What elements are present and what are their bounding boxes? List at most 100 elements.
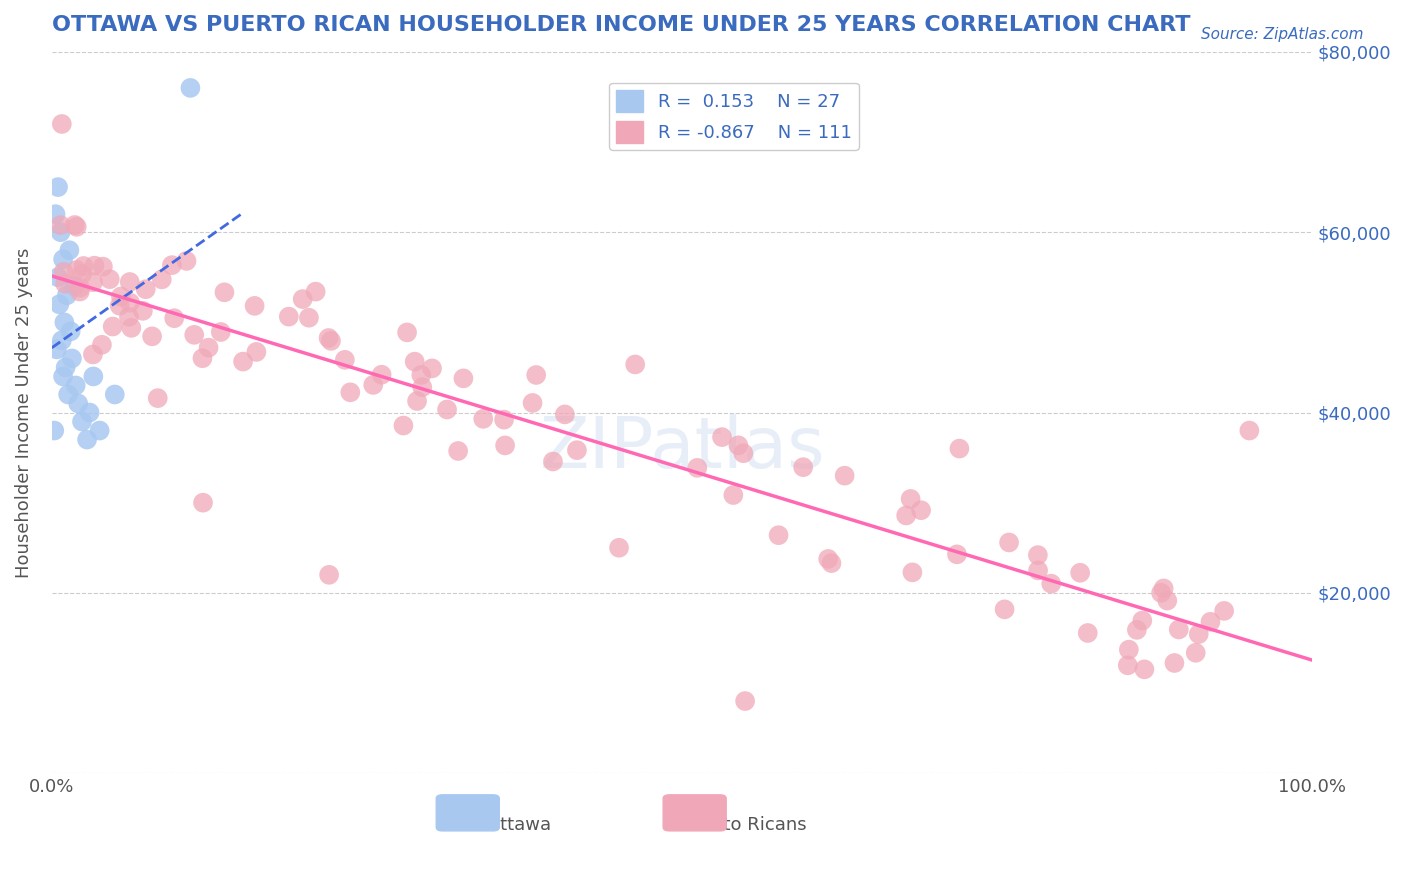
- Point: [1199, 615, 1222, 629]
- Point: [298, 310, 321, 325]
- Point: [55, 360, 77, 375]
- Point: [83, 259, 105, 273]
- Point: [53, 315, 76, 329]
- Point: [120, 321, 142, 335]
- Point: [150, 272, 173, 286]
- Point: [101, 319, 124, 334]
- Point: [817, 552, 839, 566]
- Point: [209, 325, 232, 339]
- Point: [277, 310, 299, 324]
- Point: [214, 285, 236, 300]
- Point: [420, 361, 443, 376]
- Point: [820, 556, 842, 570]
- Point: [406, 394, 429, 409]
- Point: [52, 369, 75, 384]
- Point: [49, 218, 72, 232]
- Point: [89, 424, 111, 438]
- Y-axis label: Householder Income Under 25 years: Householder Income Under 25 years: [15, 247, 32, 578]
- Point: [135, 282, 157, 296]
- Point: [197, 341, 219, 355]
- Point: [118, 295, 141, 310]
- Point: [541, 454, 564, 468]
- Point: [1126, 623, 1149, 637]
- Point: [404, 354, 426, 368]
- Point: [91, 260, 114, 274]
- Point: [49, 225, 72, 239]
- Point: [392, 418, 415, 433]
- Point: [118, 275, 141, 289]
- Point: [66, 263, 89, 277]
- Point: [53, 277, 76, 291]
- Point: [191, 351, 214, 366]
- Point: [1156, 593, 1178, 607]
- Text: Ottawa: Ottawa: [485, 816, 551, 835]
- Point: [1130, 614, 1153, 628]
- Point: [51, 334, 73, 348]
- Point: [1133, 662, 1156, 676]
- Text: ZIPatlas: ZIPatlas: [540, 414, 825, 483]
- Point: [339, 385, 361, 400]
- Point: [554, 408, 576, 422]
- Point: [69, 281, 91, 295]
- Point: [98, 272, 121, 286]
- Point: [472, 412, 495, 426]
- Point: [1150, 586, 1173, 600]
- Point: [1188, 627, 1211, 641]
- Point: [1026, 563, 1049, 577]
- Point: [711, 430, 734, 444]
- Point: [132, 303, 155, 318]
- Point: [318, 331, 340, 345]
- Point: [894, 508, 917, 523]
- Point: [82, 369, 104, 384]
- Point: [318, 567, 340, 582]
- Point: [70, 267, 93, 281]
- Point: [453, 371, 475, 385]
- Point: [361, 378, 384, 392]
- Point: [56, 288, 79, 302]
- Point: [291, 292, 314, 306]
- Point: [63, 279, 86, 293]
- Point: [910, 503, 932, 517]
- Point: [46, 180, 69, 194]
- Point: [1153, 582, 1175, 596]
- Point: [1040, 576, 1063, 591]
- Point: [163, 311, 186, 326]
- Point: [522, 396, 544, 410]
- Point: [51, 117, 73, 131]
- Point: [59, 324, 82, 338]
- Point: [948, 442, 970, 456]
- Point: [396, 326, 419, 340]
- Point: [411, 368, 433, 382]
- Point: [70, 415, 93, 429]
- Point: [52, 265, 75, 279]
- Point: [1239, 424, 1261, 438]
- Point: [72, 259, 94, 273]
- Point: [63, 218, 86, 232]
- Point: [607, 541, 630, 555]
- Point: [370, 368, 392, 382]
- Legend: R =  0.153    N = 27, R = -0.867    N = 111: R = 0.153 N = 27, R = -0.867 N = 111: [609, 82, 859, 150]
- Point: [65, 378, 87, 392]
- Point: [723, 488, 745, 502]
- Point: [44, 207, 66, 221]
- Point: [56, 387, 79, 401]
- Point: [768, 528, 790, 542]
- Point: [108, 299, 131, 313]
- Point: [436, 402, 458, 417]
- Point: [447, 444, 470, 458]
- Point: [727, 438, 749, 452]
- Point: [1026, 548, 1049, 562]
- Point: [146, 391, 169, 405]
- Point: [76, 433, 98, 447]
- Point: [245, 345, 267, 359]
- Point: [183, 327, 205, 342]
- Point: [46, 270, 69, 285]
- Point: [110, 289, 132, 303]
- Point: [141, 329, 163, 343]
- Point: [1213, 604, 1236, 618]
- Point: [686, 460, 709, 475]
- Point: [1077, 626, 1099, 640]
- Point: [191, 496, 214, 510]
- Point: [946, 547, 969, 561]
- Point: [524, 368, 547, 382]
